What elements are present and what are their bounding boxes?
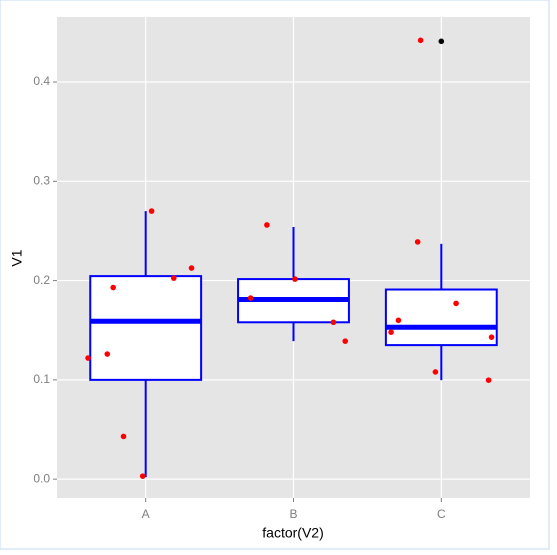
jitter-point	[104, 351, 111, 357]
jitter-point	[110, 284, 116, 291]
jitter-point	[388, 329, 394, 336]
jitter-point	[139, 473, 146, 479]
jitter-point	[417, 37, 424, 44]
jitter-point	[85, 355, 91, 361]
jitter-point	[395, 317, 402, 324]
jitter-point	[120, 433, 127, 440]
box	[384, 288, 498, 347]
y-tick-label: 0.4	[33, 74, 50, 88]
outlier	[438, 38, 445, 45]
jitter-point	[148, 208, 155, 214]
jitter-point	[264, 222, 270, 228]
x-tick-label: A	[142, 507, 150, 521]
x-axis-title: factor(V2)	[262, 525, 323, 541]
y-tick-label: 0.1	[33, 372, 50, 386]
x-tick-label: C	[437, 507, 446, 521]
x-tick-label: B	[289, 507, 297, 521]
box	[89, 275, 203, 381]
jitter-point	[488, 334, 495, 340]
jitter-point	[247, 295, 254, 301]
jitter-point	[485, 377, 492, 383]
jitter-point	[188, 265, 195, 271]
jitter-point	[342, 338, 349, 344]
y-tick-label: 0.2	[33, 273, 50, 287]
jitter-point	[453, 300, 459, 307]
jitter-point	[170, 275, 177, 281]
jitter-point	[414, 239, 421, 245]
y-tick-label: 0.3	[33, 173, 50, 187]
y-tick-label: 0.0	[33, 471, 50, 485]
jitter-point	[292, 276, 298, 282]
jitter-point	[432, 369, 439, 375]
jitter-point	[330, 319, 337, 326]
y-axis-title: V1	[9, 249, 25, 266]
